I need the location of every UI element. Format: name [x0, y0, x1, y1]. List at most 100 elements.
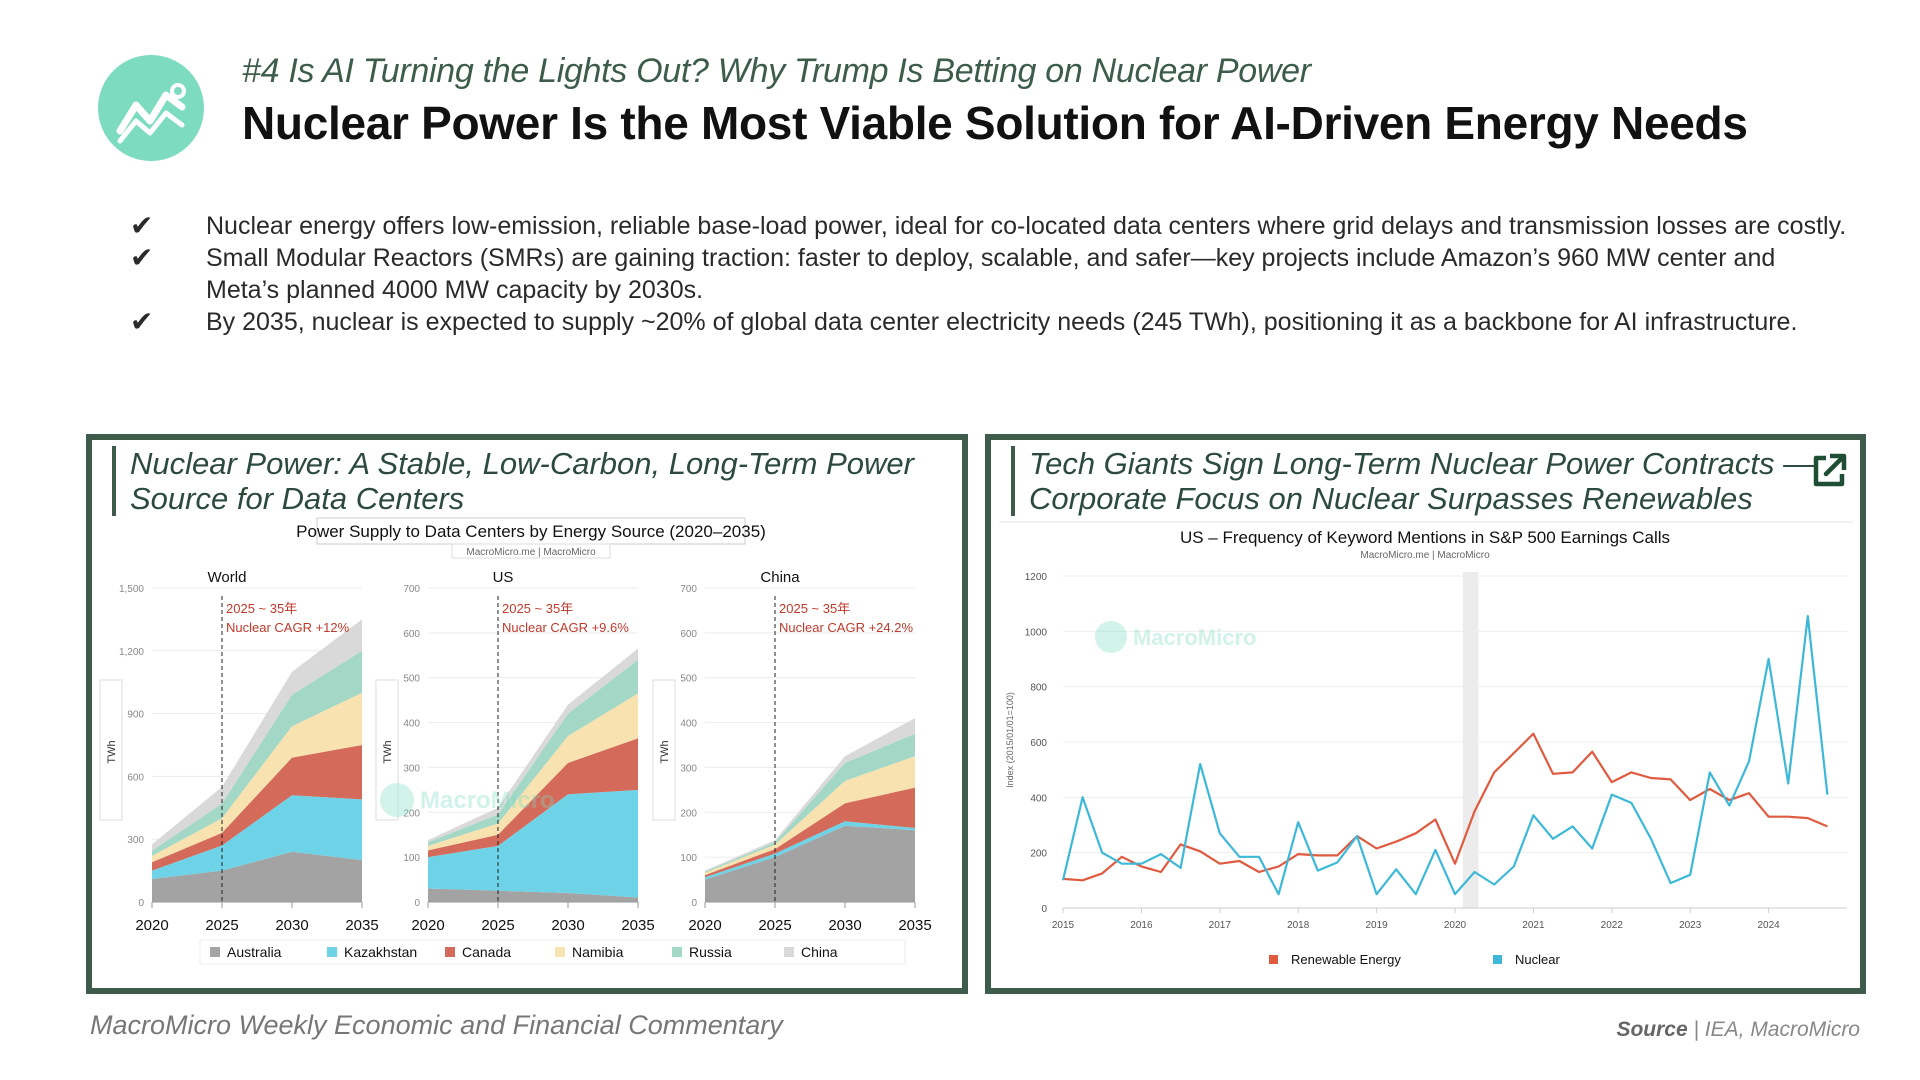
check-icon: ✔ [130, 242, 154, 273]
legend-swatch-russia [672, 947, 682, 957]
area-australia [428, 888, 638, 902]
page-title: Nuclear Power Is the Most Viable Solutio… [242, 97, 1748, 149]
y-tick-label: 700 [403, 584, 420, 595]
legend-swatch-canada [445, 947, 455, 957]
x-tick-label: 2030 [275, 917, 308, 934]
logo-dot [170, 83, 186, 99]
bullet-list: ✔ Nuclear energy offers low-emission, re… [130, 210, 1850, 338]
annotation-period: 2025 ~ 35年 [779, 601, 850, 616]
legend-box [199, 939, 906, 965]
x-tick-label: 2020 [688, 917, 721, 934]
logo-circle [98, 55, 204, 161]
right-panel-title-line2: Corporate Focus on Nuclear Surpasses Ren… [1029, 481, 1753, 516]
legend-label: Renewable Energy [1291, 952, 1401, 967]
logo-line [116, 91, 186, 135]
external-link-icon[interactable] [1808, 450, 1850, 492]
x-tick-label: 2022 [1601, 920, 1624, 931]
x-tick-label: 2021 [1522, 920, 1545, 931]
x-tick-label: 2024 [1757, 920, 1780, 931]
ylabel-box [375, 679, 399, 821]
area-kazakhstan [428, 789, 638, 898]
y-tick-label: 200 [680, 808, 697, 819]
subplot-title: US [493, 569, 514, 586]
legend-label: China [801, 944, 838, 960]
subplot-us: 0 100 200 300 400 500 600 700 TWh US 2020 2025 2030 2… [375, 569, 655, 934]
left-panel-title: Nuclear Power: A Stable, Low-Carbon, Lon… [112, 446, 914, 516]
area-canada [428, 738, 638, 858]
area-china [152, 619, 362, 851]
y-tick-label: 0 [691, 898, 697, 909]
chart-title-box [316, 517, 746, 545]
check-icon: ✔ [130, 210, 154, 241]
legend-label: Canada [462, 944, 511, 960]
y-tick-label: 400 [680, 719, 697, 730]
chart-watermark: MacroMicro.me | MacroMicro [466, 547, 596, 558]
series-line-nuclear [1061, 615, 1829, 896]
y-tick-label: 600 [1030, 738, 1047, 749]
y-tick-label: 1000 [1025, 627, 1048, 638]
y-tick-label: 1200 [1025, 572, 1048, 583]
annotation-period: 2025 ~ 35年 [226, 601, 297, 616]
chart-title: Power Supply to Data Centers by Energy S… [296, 522, 766, 541]
x-tick-label: 2030 [551, 917, 584, 934]
logo-line-2 [117, 110, 185, 144]
x-tick-label: 2023 [1679, 920, 1702, 931]
series-line-renewable-energy [1062, 732, 1828, 882]
line-chart: US – Frequency of Keyword Mentions in S&… [999, 521, 1853, 967]
y-tick-label: 600 [127, 772, 144, 783]
y-axis-label: TWh [106, 740, 118, 763]
x-tick-label: 2025 [481, 917, 514, 934]
source-label: Source [1616, 1018, 1688, 1041]
area-kazakhstan [705, 821, 915, 880]
area-china [428, 648, 638, 843]
y-axis-label: TWh [659, 740, 671, 763]
bullet-text: By 2035, nuclear is expected to supply ~… [206, 308, 1798, 336]
y-tick-label: 0 [138, 898, 144, 909]
annotation-period: 2025 ~ 35年 [502, 601, 573, 616]
chart-title: US – Frequency of Keyword Mentions in S&… [1180, 528, 1670, 547]
footer-source: Source | IEA, MacroMicro [1616, 1018, 1860, 1042]
right-panel-title-line1: Tech Giants Sign Long-Term Nuclear Power… [1029, 446, 1815, 481]
source-text: IEA, MacroMicro [1704, 1018, 1860, 1041]
y-tick-label: 1,500 [119, 584, 144, 595]
legend-label: Russia [689, 944, 732, 960]
y-tick-label: 800 [1030, 683, 1047, 694]
bullet-text: Small Modular Reactors (SMRs) are gainin… [206, 244, 1776, 304]
ylabel-box [652, 679, 676, 821]
area-china [705, 718, 915, 872]
legend-swatch-namibia [555, 947, 565, 957]
x-tick-label: 2035 [345, 917, 378, 934]
y-tick-label: 400 [403, 719, 420, 730]
y-tick-label: 0 [414, 898, 420, 909]
y-tick-label: 600 [680, 629, 697, 640]
left-chart-panel: Power Supply to Data Centers by Energy S… [86, 434, 968, 994]
legend-swatch-nuclear [1493, 955, 1502, 964]
check-icon: ✔ [130, 306, 154, 337]
legend-swatch-australia [210, 947, 220, 957]
area-namibia [428, 693, 638, 851]
x-tick-label: 2018 [1287, 920, 1310, 931]
x-tick-label: 2025 [758, 917, 791, 934]
legend-label: Namibia [572, 944, 624, 960]
shaded-period [1462, 572, 1479, 908]
bullet-text: Nuclear energy offers low-emission, reli… [206, 212, 1847, 240]
y-tick-label: 0 [1041, 904, 1047, 915]
y-tick-label: 1,200 [119, 647, 144, 658]
y-tick-label: 700 [680, 584, 697, 595]
y-tick-label: 600 [403, 629, 420, 640]
x-tick-label: 2020 [135, 917, 168, 934]
area-russia [705, 733, 915, 873]
area-russia [428, 659, 638, 846]
y-tick-label: 400 [1030, 793, 1047, 804]
subplot-title: China [760, 569, 800, 586]
legend-swatch-renewable-energy [1269, 955, 1278, 964]
x-tick-label: 2025 [205, 917, 238, 934]
right-panel-title: Tech Giants Sign Long-Term Nuclear Power… [1011, 446, 1814, 516]
y-axis-label: Index (2015/01/01=100) [1005, 692, 1015, 788]
y-axis-label: TWh [382, 740, 394, 763]
x-tick-label: 2015 [1052, 920, 1075, 931]
page-subtitle: #4 Is AI Turning the Lights Out? Why Tru… [242, 52, 1311, 90]
legend-swatch-china [784, 947, 794, 957]
bullet-item: ✔ Small Modular Reactors (SMRs) are gain… [130, 242, 1850, 306]
legend-label: Kazakhstan [344, 944, 417, 960]
